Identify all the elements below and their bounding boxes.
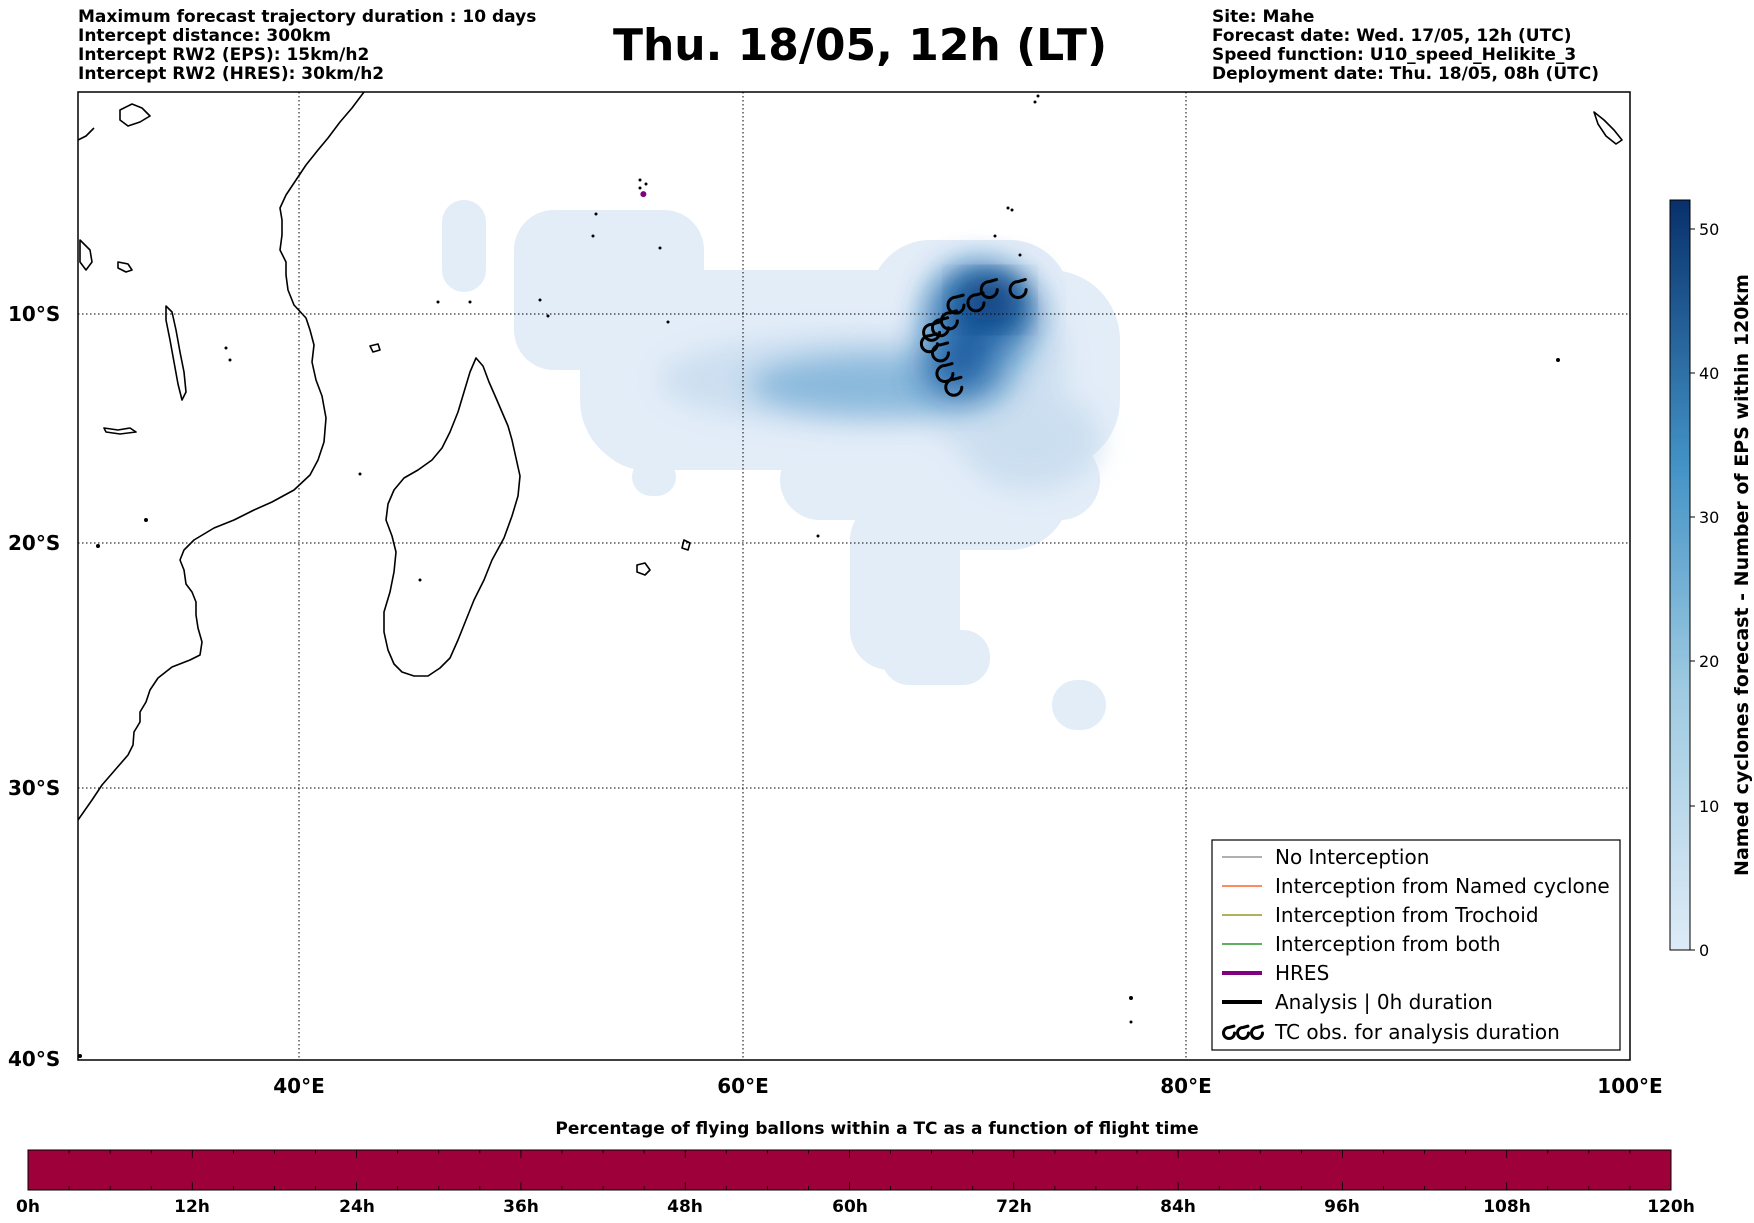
colorbar-right: 0 10 20 30 40 50 Named cyclones forecast…	[1669, 199, 1753, 960]
flight-time-minor-ticks	[27, 1150, 1672, 1190]
legend-item: TC obs. for analysis duration	[1222, 1020, 1560, 1044]
gridlines	[78, 92, 1630, 1060]
hres-marker	[640, 191, 647, 198]
header-right-info: Site: Mahe Forecast date: Wed. 17/05, 12…	[1212, 8, 1599, 84]
island-east-africa-small	[165, 305, 187, 401]
legend-item: Analysis | 0h duration	[1222, 990, 1493, 1014]
colorbar-tick-label: 10	[1699, 797, 1719, 816]
legend-label: Interception from Named cyclone	[1275, 874, 1610, 898]
legend-item: Interception from both	[1222, 932, 1501, 956]
colorbar-gradient	[1669, 199, 1691, 951]
legend-label: HRES	[1275, 961, 1329, 985]
island-west-madagascar	[103, 427, 137, 435]
island-north-b	[79, 239, 93, 271]
flight-time-tick-label: 108h	[1483, 1197, 1531, 1217]
arabian-coast	[78, 127, 95, 141]
colorbar-tick-label: 40	[1699, 364, 1719, 383]
lat-tick-label: 10°S	[8, 302, 60, 326]
header-left-line: Intercept RW2 (EPS): 15km/h2	[78, 45, 370, 65]
map-frame	[77, 91, 1631, 1061]
header-left-line: Intercept distance: 300km	[78, 26, 331, 46]
flight-time-bar-title: Percentage of flying ballons within a TC…	[555, 1119, 1199, 1139]
lon-tick-label: 100°E	[1597, 1074, 1662, 1098]
tc-obs-symbol	[966, 291, 986, 313]
flight-time-tick-label: 48h	[667, 1197, 703, 1217]
flight-time-tick-label: 36h	[503, 1197, 539, 1217]
header-right-line: Site: Mahe	[1212, 7, 1315, 27]
legend-tc-glyph	[1236, 1024, 1250, 1040]
legend-box	[1211, 839, 1621, 1051]
coastlines	[78, 92, 1623, 821]
legend-item: Interception from Named cyclone	[1222, 874, 1610, 898]
island-mauritius	[681, 539, 691, 551]
island-top-right	[1593, 111, 1623, 145]
flight-time-tick-label: 72h	[996, 1197, 1032, 1217]
colorbar-tick-label: 20	[1699, 652, 1719, 671]
lat-tick-label: 40°S	[8, 1047, 60, 1071]
legend: No Interception Interception from Named …	[1211, 839, 1621, 1051]
header-right-line: Forecast date: Wed. 17/05, 12h (UTC)	[1212, 26, 1572, 46]
flight-time-tick-label: 24h	[339, 1197, 375, 1217]
lat-tick-label: 20°S	[8, 531, 60, 555]
africa-coast	[78, 92, 365, 821]
tc-obs-symbol	[944, 375, 964, 397]
tc-obs-symbol	[931, 341, 950, 363]
density-field	[442, 200, 1120, 730]
header-left-line: Intercept RW2 (HRES): 30km/h2	[78, 64, 385, 84]
lat-tick-label: 30°S	[8, 776, 60, 800]
legend-label: Analysis | 0h duration	[1275, 990, 1493, 1014]
colorbar-label: Named cyclones forecast - Number of EPS …	[1731, 274, 1753, 876]
tc-obs-symbol	[1008, 278, 1028, 300]
island-north-a	[117, 261, 133, 273]
lon-tick-label: 60°E	[717, 1074, 769, 1098]
colorbar-tick-labels: 0 10 20 30 40 50	[1699, 220, 1719, 960]
colorbar-tick-label: 30	[1699, 508, 1719, 527]
header-left-line: Maximum forecast trajectory duration : 1…	[78, 7, 537, 27]
header-right-line: Speed function: U10_speed_Helikite_3	[1212, 45, 1577, 65]
colorbar-tick-label: 0	[1699, 941, 1709, 960]
island-top-cluster	[119, 103, 151, 127]
legend-item: Interception from Trochoid	[1222, 903, 1539, 927]
tc-obs-layer	[919, 278, 1028, 397]
legend-label: Interception from Trochoid	[1275, 903, 1539, 927]
tc-symbol-icon	[1222, 1024, 1264, 1040]
flight-time-tick-label: 12h	[174, 1197, 210, 1217]
island-mascarene	[636, 562, 651, 576]
legend-label: TC obs. for analysis duration	[1274, 1020, 1560, 1044]
lon-tick-label: 80°E	[1160, 1074, 1212, 1098]
flight-time-tick-label: 0h	[16, 1197, 40, 1217]
flight-time-bar: 0h 12h 24h 36h 48h 60h 72h 84h 96h 108h …	[16, 1149, 1695, 1217]
tc-obs-symbol	[919, 332, 939, 354]
map-title: Thu. 18/05, 12h (LT)	[612, 20, 1108, 71]
legend-label: No Interception	[1275, 845, 1429, 869]
flight-time-tick-label: 120h	[1647, 1197, 1695, 1217]
legend-item: No Interception	[1222, 845, 1429, 869]
island-comoros	[369, 343, 381, 353]
colorbar-ticks	[1690, 228, 1695, 951]
flight-time-tick-labels: 0h 12h 24h 36h 48h 60h 72h 84h 96h 108h …	[16, 1197, 1695, 1217]
flight-time-tick-label: 84h	[1160, 1197, 1196, 1217]
flight-time-tick-label: 60h	[832, 1197, 868, 1217]
lat-ticks: 10°S 20°S 30°S 40°S	[8, 302, 60, 1071]
lon-tick-label: 40°E	[273, 1074, 325, 1098]
legend-label: Interception from both	[1275, 932, 1501, 956]
colorbar-tick-label: 50	[1699, 220, 1719, 239]
legend-tc-glyph	[1222, 1024, 1236, 1040]
header-left-info: Maximum forecast trajectory duration : 1…	[78, 8, 536, 84]
tc-obs-symbol	[946, 293, 966, 315]
legend-tc-glyph	[1250, 1024, 1264, 1040]
header-right-line: Deployment date: Thu. 18/05, 08h (UTC)	[1212, 64, 1599, 84]
flight-time-tick-label: 96h	[1324, 1197, 1360, 1217]
small-islands	[78, 94, 1560, 1058]
legend-item: HRES	[1222, 961, 1329, 985]
tc-obs-symbol	[931, 316, 950, 338]
lon-ticks: 40°E 60°E 80°E 100°E	[273, 1074, 1662, 1098]
tc-obs-symbol	[939, 309, 959, 331]
madagascar-coast	[383, 357, 521, 677]
